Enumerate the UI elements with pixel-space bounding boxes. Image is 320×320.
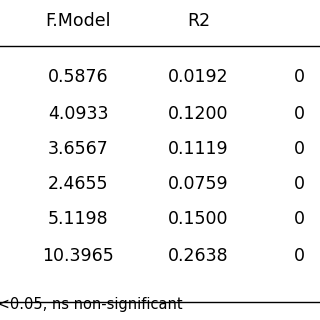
Text: 3.6567: 3.6567 bbox=[48, 140, 109, 158]
Text: R2: R2 bbox=[187, 12, 210, 30]
Text: 0.1200: 0.1200 bbox=[168, 105, 229, 123]
Text: F.Model: F.Model bbox=[46, 12, 111, 30]
Text: 0.1119: 0.1119 bbox=[168, 140, 229, 158]
Text: 0.0759: 0.0759 bbox=[168, 175, 229, 193]
Text: 0.2638: 0.2638 bbox=[168, 247, 229, 265]
Text: *p<0.05, ns non-significant: *p<0.05, ns non-significant bbox=[0, 297, 182, 312]
Text: 0: 0 bbox=[294, 210, 305, 228]
Text: 0.1500: 0.1500 bbox=[168, 210, 229, 228]
Text: 0.0192: 0.0192 bbox=[168, 68, 229, 86]
Text: 0: 0 bbox=[294, 68, 305, 86]
Text: 4.0933: 4.0933 bbox=[48, 105, 109, 123]
Text: 5.1198: 5.1198 bbox=[48, 210, 109, 228]
Text: 0: 0 bbox=[294, 140, 305, 158]
Text: 0: 0 bbox=[294, 105, 305, 123]
Text: 2.4655: 2.4655 bbox=[48, 175, 109, 193]
Text: 10.3965: 10.3965 bbox=[43, 247, 114, 265]
Text: 0: 0 bbox=[294, 175, 305, 193]
Text: 0: 0 bbox=[294, 247, 305, 265]
Text: 0.5876: 0.5876 bbox=[48, 68, 109, 86]
